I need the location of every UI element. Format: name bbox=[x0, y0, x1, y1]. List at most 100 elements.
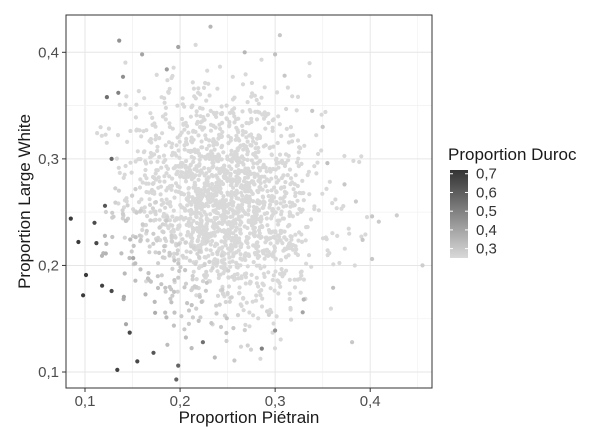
data-point bbox=[181, 96, 185, 100]
data-point bbox=[253, 244, 257, 248]
data-point bbox=[234, 244, 238, 248]
data-point bbox=[279, 212, 283, 216]
data-point bbox=[222, 264, 226, 268]
data-point bbox=[240, 304, 244, 308]
data-point bbox=[148, 244, 152, 248]
data-point bbox=[304, 238, 308, 242]
data-point bbox=[226, 269, 230, 273]
data-point bbox=[299, 191, 303, 195]
data-point bbox=[127, 256, 131, 260]
data-point bbox=[245, 301, 249, 305]
data-point bbox=[198, 295, 202, 299]
data-point bbox=[268, 170, 272, 174]
data-point bbox=[174, 377, 178, 381]
data-point bbox=[202, 126, 206, 130]
data-point bbox=[105, 95, 109, 99]
data-point bbox=[222, 209, 226, 213]
data-point bbox=[361, 238, 365, 242]
data-point bbox=[154, 168, 158, 172]
data-point bbox=[159, 166, 163, 170]
data-point bbox=[242, 179, 246, 183]
data-point bbox=[232, 154, 236, 158]
data-point bbox=[257, 110, 261, 114]
data-point bbox=[252, 172, 256, 176]
data-point bbox=[191, 315, 195, 319]
data-point bbox=[247, 204, 251, 208]
data-point bbox=[206, 113, 210, 117]
data-point bbox=[357, 160, 361, 164]
data-point bbox=[122, 295, 126, 299]
data-point bbox=[169, 188, 173, 192]
data-point bbox=[205, 177, 209, 181]
data-point bbox=[193, 181, 197, 185]
data-point bbox=[184, 166, 188, 170]
data-point bbox=[148, 218, 152, 222]
data-point bbox=[350, 340, 354, 344]
data-point bbox=[288, 168, 292, 172]
data-point bbox=[200, 139, 204, 143]
data-point bbox=[295, 212, 299, 216]
data-point bbox=[276, 233, 280, 237]
data-point bbox=[262, 163, 266, 167]
data-point bbox=[314, 133, 318, 137]
data-point bbox=[213, 155, 217, 159]
data-point bbox=[189, 115, 193, 119]
data-point bbox=[206, 254, 210, 258]
data-point bbox=[282, 272, 286, 276]
data-point bbox=[282, 235, 286, 239]
data-point bbox=[275, 314, 279, 318]
data-point bbox=[229, 183, 233, 187]
data-point bbox=[243, 323, 247, 327]
data-point bbox=[272, 235, 276, 239]
data-point bbox=[215, 250, 219, 254]
data-point bbox=[184, 140, 188, 144]
data-point bbox=[256, 234, 260, 238]
data-point bbox=[267, 121, 271, 125]
data-point bbox=[213, 230, 217, 234]
data-point bbox=[174, 181, 178, 185]
data-point bbox=[115, 157, 119, 161]
data-point bbox=[134, 115, 138, 119]
data-point bbox=[169, 204, 173, 208]
data-point bbox=[140, 228, 144, 232]
data-point bbox=[239, 345, 243, 349]
data-point bbox=[216, 137, 220, 141]
data-point bbox=[144, 128, 148, 132]
data-point bbox=[247, 254, 251, 258]
data-point bbox=[182, 285, 186, 289]
data-point bbox=[110, 235, 114, 239]
data-point bbox=[230, 275, 234, 279]
data-point bbox=[295, 199, 299, 203]
x-axis-title: Proportion Piétrain bbox=[179, 408, 320, 427]
data-point bbox=[164, 219, 168, 223]
data-point bbox=[191, 274, 195, 278]
data-point bbox=[278, 122, 282, 126]
data-point bbox=[265, 189, 269, 193]
data-point bbox=[216, 260, 220, 264]
data-point bbox=[245, 158, 249, 162]
data-point bbox=[215, 167, 219, 171]
data-point bbox=[100, 254, 104, 258]
data-point bbox=[227, 177, 231, 181]
data-point bbox=[184, 159, 188, 163]
data-point bbox=[148, 111, 152, 115]
data-point bbox=[266, 270, 270, 274]
legend-tick-label: 0,7 bbox=[476, 166, 497, 183]
data-point bbox=[81, 293, 85, 297]
data-point bbox=[211, 143, 215, 147]
data-point bbox=[121, 208, 125, 212]
data-point bbox=[288, 292, 292, 296]
data-point bbox=[209, 129, 213, 133]
data-point bbox=[151, 351, 155, 355]
data-point bbox=[239, 185, 243, 189]
data-point bbox=[197, 255, 201, 259]
legend-tick-label: 0,4 bbox=[476, 222, 497, 239]
data-point bbox=[194, 43, 198, 47]
data-point bbox=[173, 151, 177, 155]
data-point bbox=[138, 185, 142, 189]
data-point bbox=[123, 236, 127, 240]
data-point bbox=[365, 215, 369, 219]
data-point bbox=[377, 220, 381, 224]
data-point bbox=[265, 177, 269, 181]
data-point bbox=[133, 261, 137, 265]
